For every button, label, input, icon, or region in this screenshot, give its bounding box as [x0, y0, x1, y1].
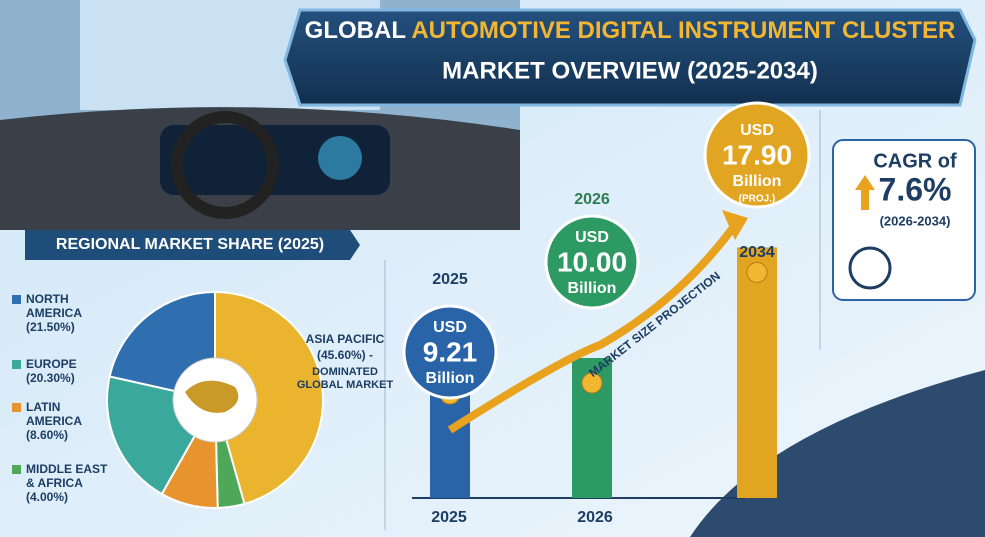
legend-name-line: MIDDLE EAST: [26, 462, 108, 476]
bubble-currency: USD: [433, 319, 467, 336]
legend-swatch: [12, 295, 21, 304]
legend-name-line: AMERICA: [26, 306, 82, 320]
legend-name-line: LATIN: [26, 400, 60, 414]
cagr-label: CAGR of: [873, 150, 957, 172]
bubble-currency: USD: [575, 229, 609, 246]
bubble-currency: USD: [740, 122, 774, 139]
arrow-head: [722, 210, 748, 240]
title-lead: GLOBAL: [305, 17, 406, 44]
legend-note-line: GLOBAL MARKET: [297, 379, 394, 391]
legend-name: MIDDLE EAST & AFRICA: [26, 462, 108, 490]
bubble-unit: Billion: [733, 173, 782, 190]
title-accent: AUTOMOTIVE DIGITAL INSTRUMENT CLUSTER: [411, 17, 955, 44]
value-bubble: [703, 101, 811, 209]
legend-name-line: EUROPE: [26, 357, 77, 371]
year-label: 2025: [432, 271, 468, 288]
bubble-value: 17.90: [722, 139, 792, 170]
value-bubble: [402, 304, 498, 400]
legend-swatch: [12, 403, 21, 412]
x-axis-label: 2025: [431, 509, 467, 526]
title-line1: GLOBAL AUTOMOTIVE DIGITAL INSTRUMENT CLU…: [305, 17, 956, 44]
x-axis-label: 2026: [577, 509, 613, 526]
legend-swatch: [12, 465, 21, 474]
bar: [737, 247, 777, 498]
gauge: [318, 136, 362, 180]
legend-name: EUROPE: [26, 357, 77, 371]
up-arrow-icon: [855, 175, 875, 210]
legend-name: NORTH AMERICA: [26, 292, 82, 320]
legend-swatch: [12, 360, 21, 369]
coin-icon: [581, 372, 603, 394]
bubble-note: (PROJ.): [739, 194, 776, 205]
legend-name-line: AMERICA: [26, 414, 82, 428]
legend-name: ASIA PACIFIC: [306, 332, 385, 346]
stopwatch-icon: [848, 246, 892, 290]
legend-note: DOMINATED GLOBAL MARKET: [297, 366, 394, 391]
bubble-unit: Billion: [568, 280, 617, 297]
regional-banner: [25, 230, 360, 260]
legend-note-line: DOMINATED: [312, 366, 378, 378]
bubble-unit: Billion: [426, 370, 475, 387]
regional-title: REGIONAL MARKET SHARE (2025): [56, 236, 324, 253]
cagr-period: (2026-2034): [880, 213, 951, 228]
year-label: 2026: [574, 191, 610, 208]
legend-value: (4.00%): [26, 490, 68, 504]
value-bubble: [544, 214, 640, 310]
legend-value: (8.60%): [26, 428, 68, 442]
growth-arrow: [447, 222, 739, 434]
legend-name-line: & AFRICA: [26, 476, 83, 490]
coin-icon: [746, 261, 768, 283]
year-label: 2034: [739, 244, 775, 261]
bubble-value: 10.00: [557, 246, 627, 277]
legend-name-line: NORTH: [26, 292, 69, 306]
steering-wheel: [171, 111, 279, 219]
legend-value: (21.50%): [26, 320, 75, 334]
pie-slice: [214, 290, 324, 506]
cagr-value: 7.6%: [879, 171, 952, 207]
legend-value: (20.30%): [26, 371, 75, 385]
bubble-value: 9.21: [423, 336, 478, 367]
title-banner: [283, 8, 977, 107]
title-line2: MARKET OVERVIEW (2025-2034): [442, 57, 818, 84]
legend-name: LATIN AMERICA: [26, 400, 82, 428]
asia-map-icon: [185, 380, 239, 413]
legend-value: (45.60%) -: [317, 348, 373, 362]
